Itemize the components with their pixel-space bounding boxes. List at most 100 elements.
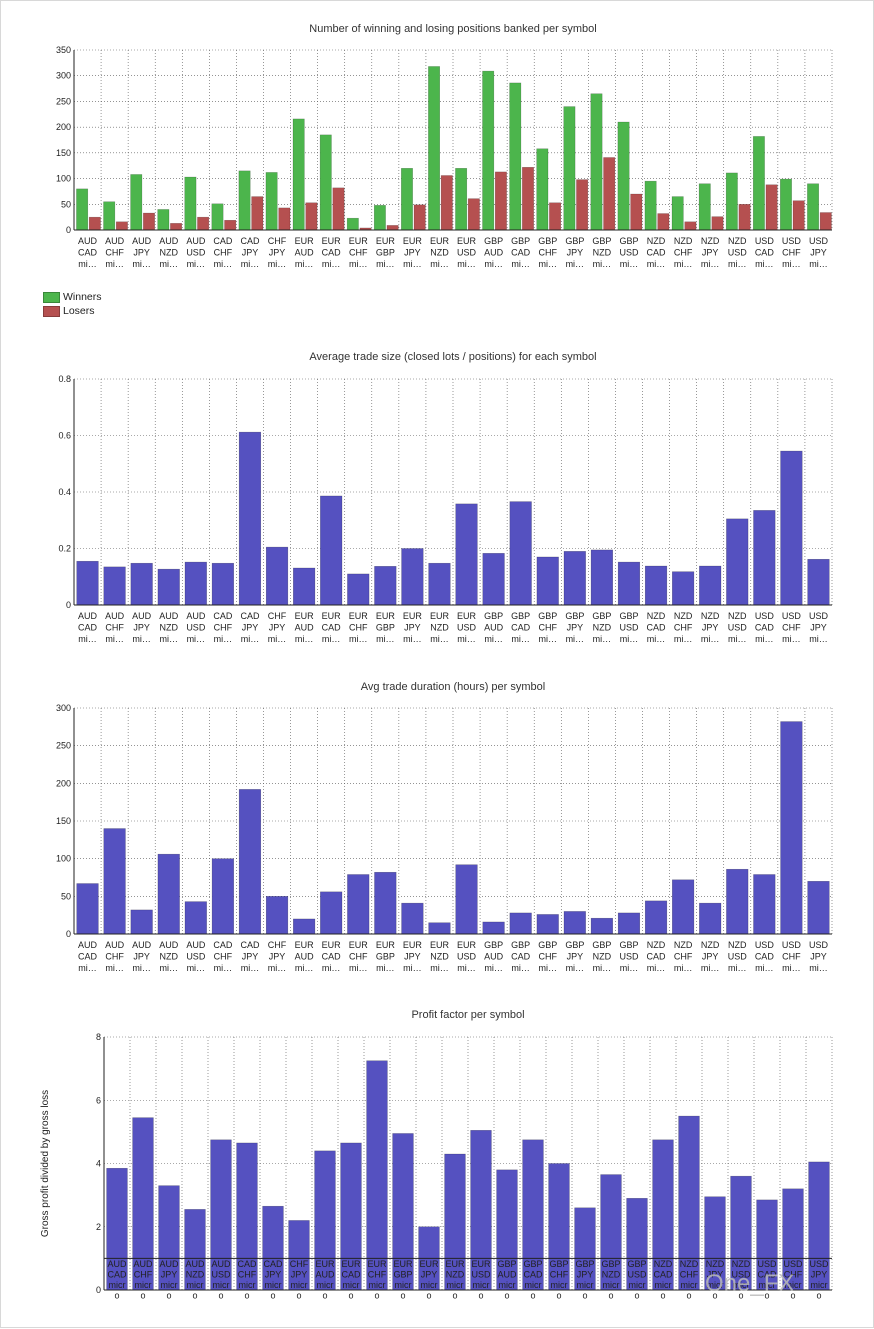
x-tick-label-line: mi…: [322, 963, 341, 973]
x-tick-label-line: mi…: [430, 963, 449, 973]
bar: [482, 553, 505, 606]
x-tick-label-line: micr: [785, 1280, 802, 1290]
bar: [401, 548, 424, 606]
x-tick-label-line: GBP: [549, 1259, 568, 1269]
x-tick-label: USD JPY mi…: [809, 611, 829, 644]
x-tick-label-line: mi…: [160, 634, 179, 644]
bar: [726, 518, 749, 606]
x-tick-label: AUD JPY micr o: [159, 1259, 179, 1301]
x-tick-label: GBP JPY micr o: [575, 1259, 594, 1301]
x-tick-label-line: GBP: [484, 236, 503, 246]
bar: [157, 568, 180, 606]
bar-losers: [576, 179, 589, 231]
x-tick-label: GBP JPY mi…: [565, 236, 584, 269]
x-tick-label-line: GBP: [393, 1270, 412, 1280]
x-tick-label-line: micr: [473, 1280, 490, 1290]
x-tick-label-line: mi…: [160, 259, 179, 269]
bar: [265, 546, 289, 606]
x-tick-label: AUD USD micr o: [211, 1259, 231, 1301]
x-tick-label-line: GBP: [601, 1259, 620, 1269]
x-tick-label-line: mi…: [809, 259, 828, 269]
x-tick-label-line: mi…: [430, 634, 449, 644]
x-tick-label-line: CHF: [674, 623, 693, 633]
x-tick-label-line: CAD: [511, 623, 531, 633]
x-tick-label: USD CAD mi…: [755, 940, 775, 973]
bar-winners: [76, 188, 89, 231]
y-tick-label: 250: [56, 96, 71, 106]
x-tick-label-line: CHF: [782, 623, 801, 633]
x-tick-label-line: EUR: [376, 611, 396, 621]
x-tick-label-line: mi…: [430, 259, 449, 269]
x-tick-label-line: mi…: [566, 963, 585, 973]
x-tick-label-line: CHF: [368, 1270, 387, 1280]
x-tick-label-line: JPY: [242, 623, 259, 633]
x-tick-label-line: JPY: [161, 1270, 178, 1280]
x-tick-label: AUD USD mi…: [186, 940, 206, 973]
bar: [617, 912, 641, 935]
x-tick-label-line: JPY: [133, 623, 150, 633]
bar: [726, 868, 749, 935]
x-tick-label: EUR NZD micr o: [445, 1259, 465, 1301]
bar-losers: [819, 212, 832, 231]
bar: [320, 891, 343, 935]
x-tick-label: GBP USD mi…: [619, 940, 639, 973]
x-tick-label-line: mi…: [511, 634, 530, 644]
x-tick-label-line: mi…: [457, 963, 476, 973]
bar-losers: [115, 221, 128, 231]
x-tick-label: GBP CHF mi…: [538, 611, 557, 644]
x-tick-label-line: mi…: [349, 634, 368, 644]
x-tick-label-line: NZD: [732, 1259, 751, 1269]
x-tick-label-line: mi…: [674, 963, 693, 973]
y-tick-label: 0.6: [58, 431, 71, 441]
x-tick-label-line: micr: [499, 1280, 516, 1290]
x-tick-label: NZD USD mi…: [728, 236, 748, 269]
x-tick-label-line: mi…: [160, 963, 179, 973]
x-tick-label: NZD JPY micr o: [706, 1259, 725, 1301]
x-tick-label-line: CAD: [78, 623, 98, 633]
y-tick-label: 0: [66, 929, 71, 939]
x-tick-label-line: CHF: [349, 952, 368, 962]
x-tick-label-line: JPY: [810, 952, 827, 962]
x-tick-label-line: CAD: [755, 623, 775, 633]
x-tick-label: GBP CAD mi…: [511, 940, 531, 973]
bar-winners: [509, 82, 522, 231]
x-tick-label-line: mi…: [214, 634, 233, 644]
x-tick-label-line: AUD: [315, 1270, 335, 1280]
x-tick-label-line: mi…: [403, 634, 422, 644]
x-tick-label-line: JPY: [404, 952, 421, 962]
x-tick-label-line: CAD: [240, 611, 260, 621]
bar-winners: [130, 174, 143, 231]
x-tick-label-line: CAD: [322, 248, 342, 258]
x-tick-label: EUR GBP micr o: [393, 1259, 413, 1301]
x-tick-label-line: JPY: [269, 248, 286, 258]
x-tick-label: CAD CHF mi…: [213, 236, 233, 269]
x-tick-label-line: micr: [265, 1280, 282, 1290]
bar-losers: [251, 196, 264, 231]
bar: [320, 495, 343, 606]
x-tick-label-line: mi…: [647, 259, 666, 269]
x-tick-label-line: JPY: [133, 248, 150, 258]
x-tick-label: AUD NZD mi…: [159, 611, 179, 644]
x-tick-label-line: NZD: [593, 623, 612, 633]
x-tick-label-line: mi…: [728, 259, 747, 269]
x-tick-label-line: micr: [291, 1280, 308, 1290]
x-tick-label-line: GBP: [592, 611, 611, 621]
x-tick-label-line: mi…: [620, 963, 639, 973]
x-tick-label-line: o: [374, 1291, 379, 1301]
x-tick-label-line: mi…: [376, 963, 395, 973]
x-tick-label-line: USD: [471, 1270, 491, 1280]
bar: [211, 562, 234, 606]
y-tick-label: 300: [56, 703, 71, 713]
x-tick-label-line: CHF: [349, 248, 368, 258]
bar: [509, 912, 532, 935]
x-tick-label: AUD JPY mi…: [132, 236, 152, 269]
x-tick-label: EUR AUD mi…: [295, 611, 315, 644]
bar-winners: [238, 170, 251, 231]
x-tick-label-line: JPY: [702, 952, 719, 962]
x-tick-label-line: micr: [629, 1280, 646, 1290]
bar-losers: [630, 193, 643, 231]
x-tick-label-line: o: [816, 1291, 821, 1301]
x-tick-label-line: o: [582, 1291, 587, 1301]
bar: [563, 911, 586, 935]
x-tick-label: EUR USD mi…: [457, 236, 477, 269]
